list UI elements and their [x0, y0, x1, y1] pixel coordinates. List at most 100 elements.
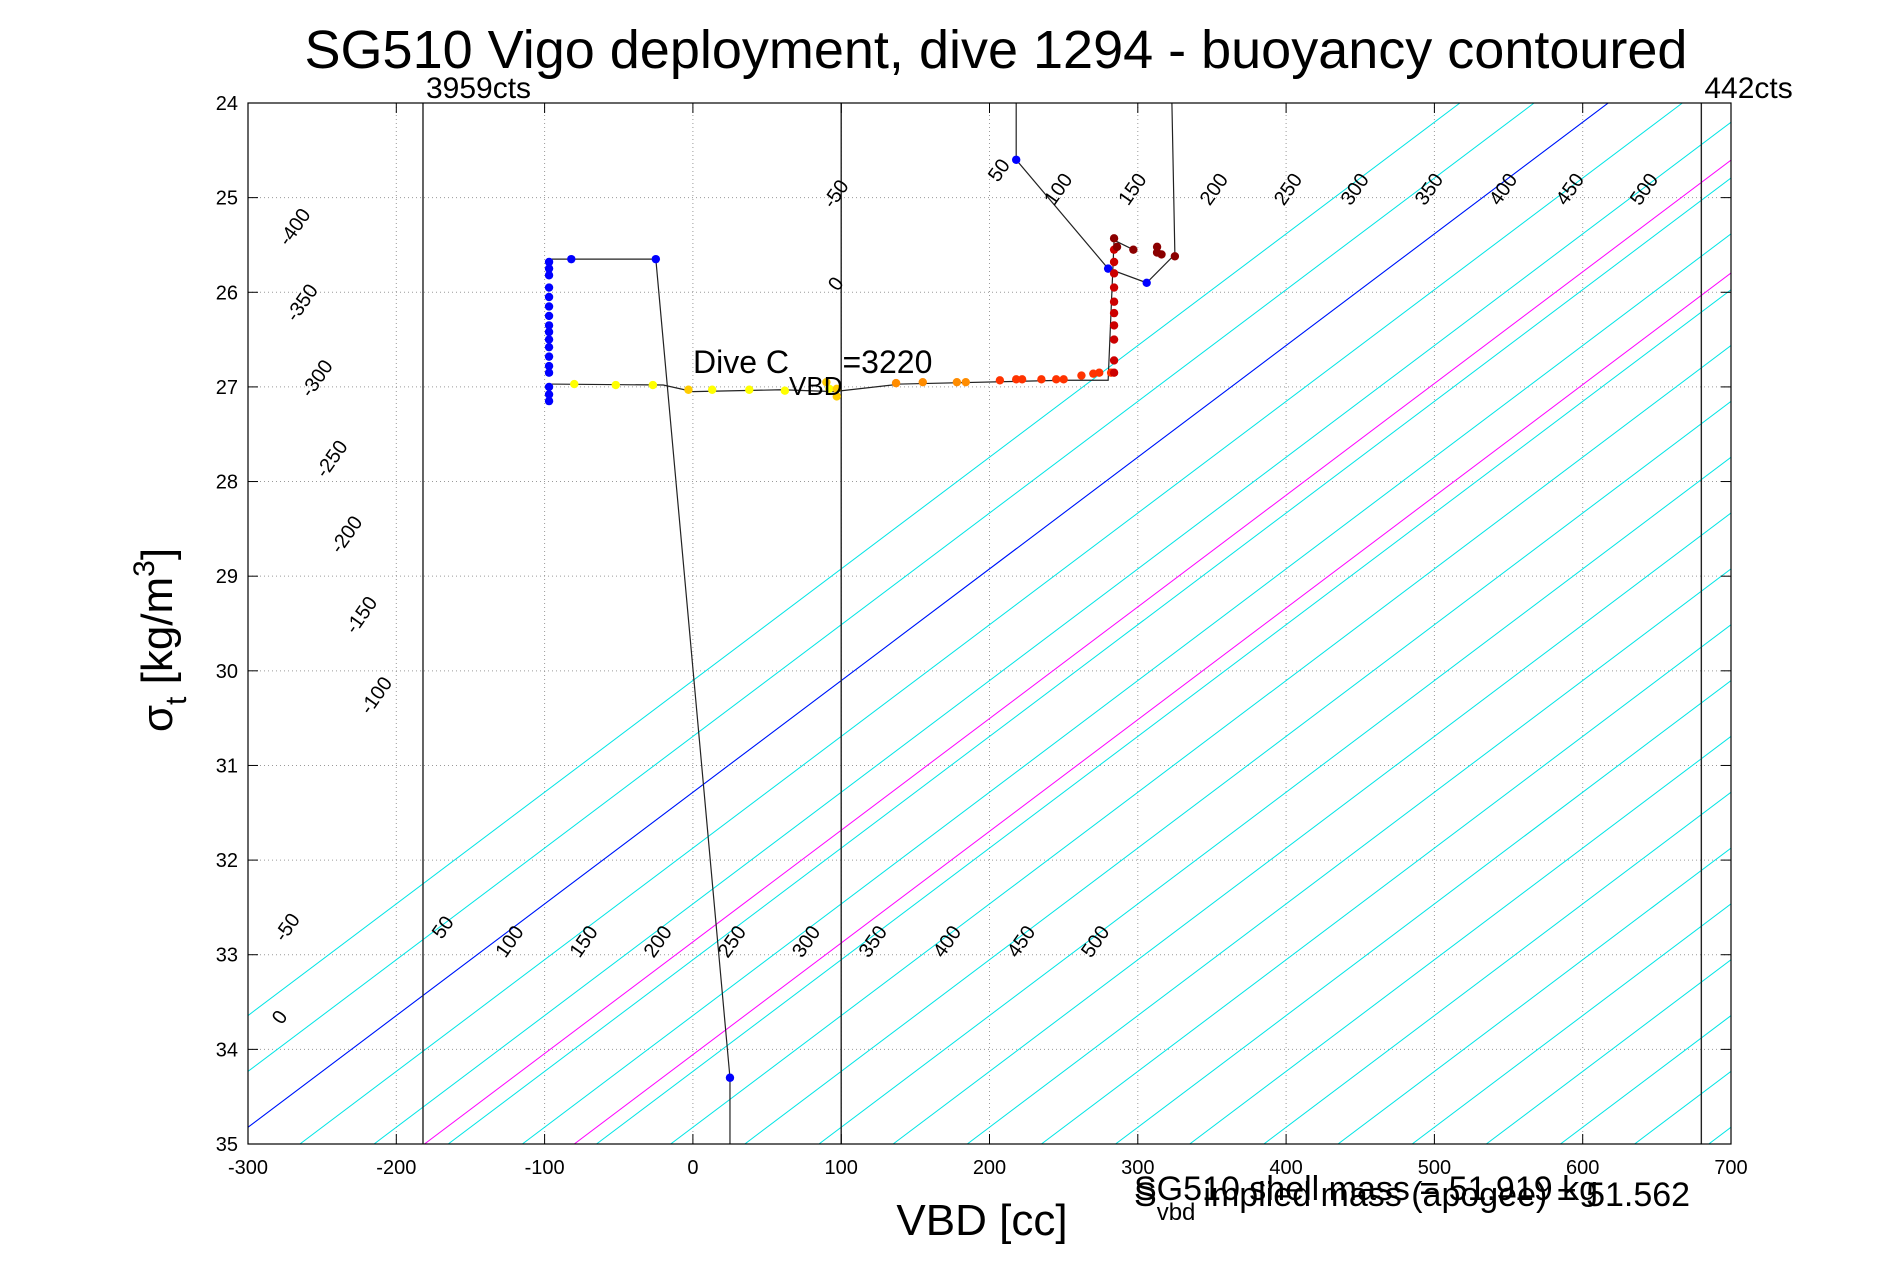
axis-ticks [247, 102, 1732, 1145]
contour-line [1041, 624, 1731, 1144]
data-point [1109, 335, 1119, 344]
data-point [707, 385, 717, 394]
data-point [544, 327, 554, 337]
data-point [832, 392, 841, 401]
data-point [918, 377, 927, 387]
data-point [544, 361, 554, 371]
dive-cvbd-value: =3220 [842, 344, 932, 380]
contour-line [1857, 103, 1891, 1144]
x-tick-labels: -300 -200 -100 0 100 200 300 400 500 600 700 [228, 1157, 1748, 1179]
contour-line [424, 159, 1731, 1144]
data-point [544, 382, 554, 392]
data-point [544, 321, 554, 330]
data-point [544, 335, 554, 344]
data-point [1112, 242, 1122, 252]
data-point [1059, 375, 1068, 384]
data-point [1017, 375, 1027, 384]
dive-cvbd-sub: VBD [789, 371, 842, 401]
contour-line [522, 233, 1731, 1144]
y-tick-label: 33 [216, 945, 238, 967]
trace-line [1015, 103, 1176, 284]
contour-line [1115, 679, 1731, 1144]
data-point [611, 380, 620, 390]
data-point [1109, 257, 1119, 267]
y-tick-label: 29 [216, 566, 238, 588]
contour-line [596, 289, 1731, 1144]
data-point [891, 378, 901, 388]
data-point [544, 396, 554, 406]
data-point [952, 377, 962, 387]
contour-line [248, 103, 1461, 1017]
data-point [1109, 234, 1119, 243]
data-point [825, 384, 834, 394]
data-point [544, 257, 554, 267]
data-point [1077, 371, 1086, 380]
contour-line [299, 103, 1683, 1144]
contour-line [818, 456, 1731, 1144]
data-point [1109, 269, 1119, 278]
contour-line [248, 103, 1609, 1128]
svg-text:Dive CVBD=3220: Dive CVBD=3220 [693, 344, 932, 401]
data-point [544, 390, 554, 399]
x-tick-label: 300 [1121, 1157, 1154, 1179]
y-tick-label: 35 [216, 1134, 238, 1156]
data-point [1109, 283, 1119, 292]
x-tick-label: 0 [687, 1157, 698, 1179]
data-point [822, 377, 831, 387]
data-point [1037, 375, 1046, 384]
data-point [745, 385, 754, 394]
x-tick-label: 400 [1269, 1157, 1302, 1179]
x-tick-label: -100 [525, 1157, 565, 1179]
data-point [544, 292, 554, 302]
data-point [995, 376, 1005, 385]
contour-line [1411, 903, 1731, 1144]
data-point [651, 254, 661, 264]
vbd-limit-lines [422, 103, 1703, 1144]
dive-cvbd-annotation: Dive CVBD=3220 [693, 344, 932, 401]
x-tick-label: -300 [228, 1157, 268, 1179]
y-tick-label: 25 [216, 188, 238, 210]
svg-text:σt [kg/m3]: σt [kg/m3] [128, 548, 193, 732]
y-tick-labels: 24 25 26 27 28 29 30 31 32 33 34 35 [216, 93, 238, 1156]
y-tick-label: 24 [216, 93, 238, 115]
footnote-shell-mass: SG510 shell mass = 51.919 kg [1134, 1170, 1598, 1208]
vbd-limit-labels: 3959cts 442cts [426, 72, 1793, 105]
data-point [1109, 308, 1119, 318]
contour-line [248, 103, 1535, 1073]
x-tick-label: 500 [1418, 1157, 1451, 1179]
data-point [1170, 252, 1180, 261]
y-tick-label: 30 [216, 661, 238, 683]
y-tick-label: 32 [216, 850, 238, 872]
data-point [570, 379, 579, 389]
data-point [544, 283, 554, 292]
contour-line [1708, 1126, 1731, 1144]
contour-line [1189, 735, 1731, 1144]
buoyancy-contours [248, 103, 1891, 1144]
x-tick-label: 700 [1714, 1157, 1747, 1179]
data-point [1109, 297, 1119, 306]
data-point [1129, 245, 1138, 254]
x-tick-label: 200 [973, 1157, 1006, 1179]
data-point [1109, 321, 1119, 330]
contour-line [966, 568, 1731, 1144]
y-tick-label: 27 [216, 377, 238, 399]
contour-line [373, 121, 1731, 1144]
contour-line [892, 512, 1731, 1144]
data-point [832, 384, 841, 394]
y-tick-label: 28 [216, 472, 238, 494]
data-point [780, 386, 790, 395]
contour-line [447, 177, 1731, 1144]
data-point [544, 264, 554, 273]
contour-line [1783, 103, 1891, 1144]
y-axis-label: σt [kg/m3] [128, 548, 193, 732]
data-point [648, 380, 658, 390]
data-point [1157, 250, 1166, 259]
data-point [1011, 375, 1021, 384]
data-point [1109, 368, 1119, 377]
contour-line [1263, 791, 1731, 1144]
data-point [1095, 368, 1104, 377]
footnote-implied-mass: Svbd implied mass (apogee) = 51.562 [1134, 1176, 1690, 1226]
data-point [544, 302, 554, 311]
data-point [1142, 278, 1151, 288]
